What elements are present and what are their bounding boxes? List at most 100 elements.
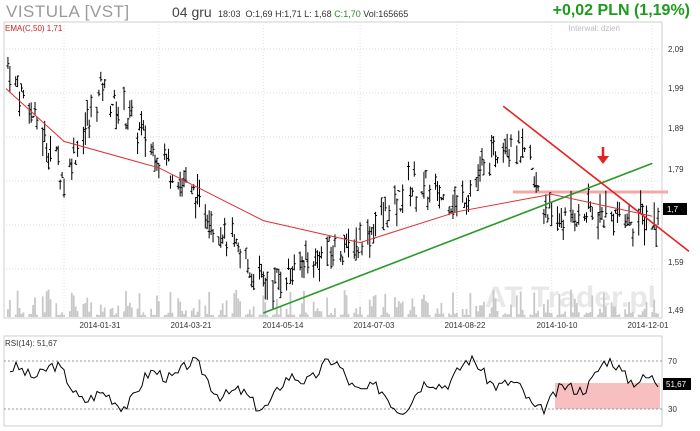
price-axis: 2,09 1,99 1,89 1,79 1,59 1,49 [668,45,684,315]
price-bars [6,56,660,309]
low-value: L: 1,68 [304,9,332,19]
rsi-tick-70: 70 [668,357,677,366]
volume-bar [624,309,627,317]
volume-bar [415,314,418,317]
volume-bar [212,314,214,317]
last-price-value: 1,7 [667,205,679,214]
volume-bar [258,314,261,317]
volume-bar [225,300,228,317]
volume-bar [59,314,62,317]
volume-bar [570,289,572,317]
price-panel-frame [3,21,663,319]
volume-bar [637,314,640,317]
volume-bar [453,313,456,317]
volume-bar [314,311,317,317]
volume-bar [101,311,104,317]
rsi-line [9,354,659,416]
rsi-legend: RSI(14): 51,67 [5,339,58,348]
volume-bar [90,302,93,317]
volume-bar [219,309,222,317]
volume-bar [496,311,499,317]
xtick-label: 2014-10-10 [537,321,578,330]
volume-bar [264,302,267,317]
volume-bar [262,295,265,317]
volume-bar [585,312,588,317]
volume-bar [494,298,497,317]
volume-bar [436,308,439,317]
volume-bar [492,290,495,317]
volume-bar [36,314,38,317]
volume-bar [535,313,538,317]
volume-bar [138,293,141,317]
volume-bar [332,314,334,317]
volume-bar [361,314,363,317]
volume-bar [272,314,274,317]
volume-bar [411,298,414,317]
volume-bar [653,299,656,317]
volume-bar [169,292,172,317]
rsi-last-value: 51,67 [666,380,687,389]
high-value: H:1,71 [275,9,302,19]
volume-bar [537,310,540,317]
volume-bar [167,312,170,317]
volume-bar [341,314,344,317]
volume-bar [330,312,332,317]
ema-line [5,88,653,244]
volume-bar [198,299,201,317]
volume-bar [223,314,226,317]
volume-bar [463,314,466,317]
xtick-label: 2014-08-22 [445,321,486,330]
volume-bar [657,313,659,317]
volume-bar [72,295,75,317]
volume-bar [587,313,590,317]
close-value: C:1,70 [334,9,361,19]
volume-bar [345,295,348,317]
volume-bar [370,306,373,317]
volume-bar [125,290,127,317]
volume-bar [154,314,156,317]
volume-bar [368,299,371,317]
volume-bar [103,307,106,317]
volume-bar [504,313,507,317]
volume-bar [347,314,350,317]
volume-bar [30,314,33,317]
volume-bar [113,314,116,317]
volume-bar [8,299,11,317]
volume-bar [426,302,429,317]
volume-bar [111,307,114,317]
volume-bar [575,303,578,317]
volume-bar [163,314,166,317]
volume-bar [572,312,574,317]
volume-bar [645,302,648,317]
support-trendline[interactable] [263,162,653,314]
volume-bar [372,296,375,317]
volume-bar [301,303,303,317]
session-date: 04 gru [172,4,212,20]
volume-bar [179,301,182,317]
volume-bar [318,311,321,317]
rsi-value-badge [663,378,691,390]
volume-bar [655,313,658,317]
ema-legend: EMA(C,50) 1,71 [5,24,63,33]
volume-bar [239,301,242,317]
volume-bar [289,292,292,317]
volume-bar [109,309,112,317]
volume-bar [210,314,213,317]
volume-bar [556,314,559,317]
volume-bar [328,314,331,317]
volume-bar [399,303,402,317]
volume-bar [70,292,73,317]
volume-bar [421,298,423,317]
volume-bar [523,314,526,317]
volume-bar [394,297,396,317]
volume-bar [41,296,44,317]
price-change: +0,02 PLN (1,19%) [552,2,690,19]
volume-bar [483,301,485,317]
volume-bar [28,313,31,317]
volume-bar [221,303,224,317]
resistance-trendline[interactable] [502,105,690,253]
volume-bar [382,307,385,317]
volume-bar [521,309,524,317]
volume-bar [481,305,483,317]
